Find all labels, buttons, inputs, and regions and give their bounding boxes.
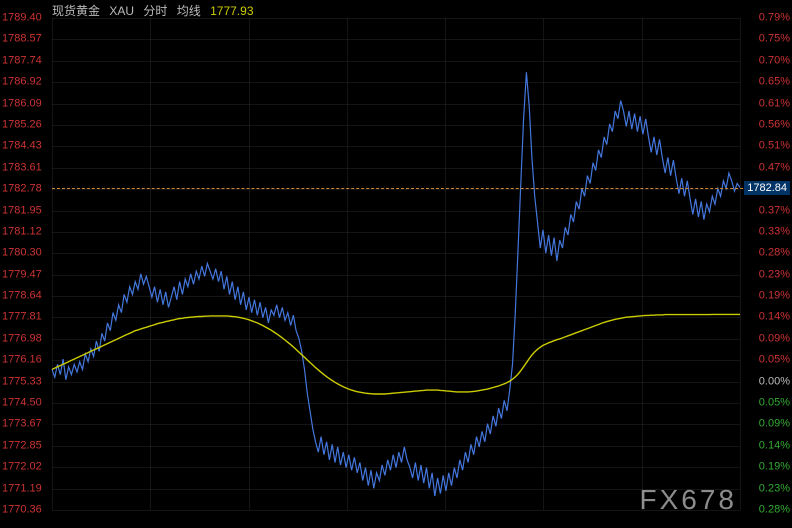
timeframe-label: 分时	[143, 4, 167, 18]
reference-line	[52, 188, 788, 189]
current-price-value: 1782.84	[747, 182, 787, 194]
ma-line	[52, 314, 740, 394]
current-price-tag: 1782.84	[744, 181, 790, 195]
ma-value: 1777.93	[210, 4, 253, 18]
symbol-label: 现货黄金	[52, 4, 100, 18]
ma-label: 均线	[177, 4, 201, 18]
chart-plot	[0, 0, 792, 528]
watermark: FX678	[640, 484, 738, 516]
chart-container: 现货黄金 XAU 分时 均线 1777.93 1789.401788.57178…	[0, 0, 792, 528]
chart-header: 现货黄金 XAU 分时 均线 1777.93	[52, 2, 260, 19]
price-line	[52, 72, 740, 496]
symbol-code: XAU	[109, 4, 134, 18]
